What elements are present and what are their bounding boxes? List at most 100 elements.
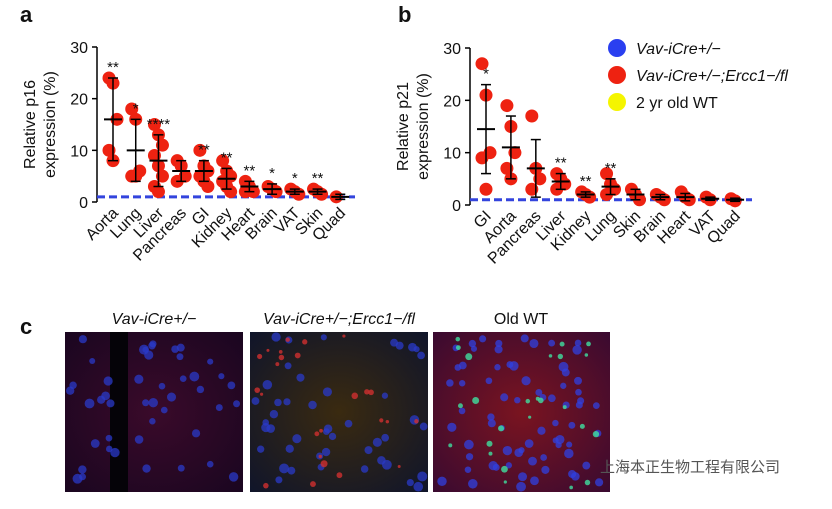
significance: ** bbox=[221, 149, 233, 166]
legend-label: 2 yr old WT bbox=[636, 95, 718, 112]
stain bbox=[455, 336, 461, 342]
nucleus bbox=[233, 400, 241, 408]
stain bbox=[368, 389, 374, 396]
data-point bbox=[201, 180, 215, 193]
stain bbox=[497, 425, 505, 432]
nucleus bbox=[372, 437, 382, 447]
data-point bbox=[125, 102, 139, 116]
stain bbox=[294, 352, 301, 359]
nucleus bbox=[381, 392, 389, 399]
stain bbox=[562, 405, 567, 410]
nucleus bbox=[78, 465, 87, 474]
nucleus bbox=[142, 464, 151, 473]
nucleus bbox=[101, 391, 110, 401]
stain bbox=[486, 440, 493, 447]
nucleus bbox=[191, 429, 201, 438]
nucleus bbox=[279, 463, 290, 474]
legend-label: Vav-iCre+/−;Ercc1−/fl bbox=[636, 68, 788, 85]
nucleus bbox=[458, 380, 466, 387]
nucleus bbox=[308, 400, 317, 410]
data-point bbox=[500, 161, 514, 175]
y-tick-label: 0 bbox=[452, 198, 461, 215]
nucleus bbox=[323, 428, 330, 435]
image-title: Vav-iCre+/− bbox=[112, 311, 197, 328]
nucleus bbox=[78, 335, 87, 344]
nucleus bbox=[464, 439, 474, 450]
nucleus bbox=[566, 441, 573, 448]
data-point bbox=[216, 154, 230, 168]
nucleus bbox=[84, 398, 95, 409]
nucleus bbox=[257, 445, 265, 453]
nucleus bbox=[506, 361, 514, 368]
stain bbox=[455, 345, 461, 351]
nucleus bbox=[552, 419, 559, 427]
stain bbox=[314, 431, 320, 437]
micrograph-gap bbox=[110, 332, 128, 492]
nucleus bbox=[468, 339, 477, 348]
nucleus bbox=[142, 399, 150, 407]
nucleus bbox=[574, 339, 582, 347]
stain bbox=[379, 418, 384, 423]
stain bbox=[569, 485, 573, 490]
nucleus bbox=[530, 476, 539, 486]
stain bbox=[557, 353, 564, 360]
stain bbox=[488, 451, 493, 456]
nucleus bbox=[269, 409, 279, 419]
nucleus bbox=[571, 472, 580, 481]
nucleus bbox=[595, 478, 604, 487]
nucleus bbox=[458, 407, 466, 415]
nucleus bbox=[419, 422, 428, 431]
significance: ** bbox=[580, 173, 592, 190]
nucleus bbox=[251, 397, 260, 405]
significance: ** bbox=[555, 155, 567, 172]
nucleus bbox=[518, 472, 528, 482]
nucleus bbox=[524, 439, 534, 448]
nucleus bbox=[320, 334, 327, 341]
stain bbox=[592, 430, 600, 438]
stain bbox=[336, 472, 343, 479]
image-title: Old WT bbox=[494, 311, 548, 328]
nucleus bbox=[582, 461, 591, 470]
nucleus bbox=[479, 335, 487, 343]
nucleus bbox=[262, 419, 270, 426]
nucleus bbox=[166, 392, 177, 402]
y-tick-label: 0 bbox=[79, 195, 88, 212]
stain bbox=[266, 348, 270, 352]
nucleus bbox=[344, 419, 353, 428]
nucleus bbox=[103, 376, 113, 386]
nucleus bbox=[215, 404, 223, 412]
nucleus bbox=[575, 388, 582, 396]
stain bbox=[458, 403, 463, 409]
stain bbox=[310, 481, 316, 487]
data-point bbox=[479, 182, 493, 196]
stain bbox=[584, 479, 591, 486]
stain bbox=[257, 353, 263, 360]
stain bbox=[501, 465, 508, 473]
stain bbox=[414, 419, 419, 424]
data-point bbox=[151, 185, 165, 199]
nucleus bbox=[574, 376, 582, 385]
nucleus bbox=[144, 350, 154, 360]
nucleus bbox=[218, 373, 225, 380]
nucleus bbox=[572, 345, 582, 355]
nucleus bbox=[560, 382, 567, 389]
nucleus bbox=[500, 393, 509, 402]
nucleus bbox=[158, 382, 166, 390]
stain bbox=[537, 397, 544, 404]
stain bbox=[385, 419, 390, 424]
nucleus bbox=[149, 418, 156, 425]
stain bbox=[278, 350, 283, 354]
stain bbox=[285, 337, 290, 342]
nucleus bbox=[322, 387, 332, 397]
nucleus bbox=[179, 375, 187, 383]
panel-label: b bbox=[398, 2, 411, 27]
data-point bbox=[500, 99, 514, 113]
nucleus bbox=[417, 351, 425, 360]
stain bbox=[351, 392, 359, 400]
stain bbox=[448, 443, 453, 448]
stain bbox=[548, 354, 553, 358]
legend-swatch bbox=[608, 66, 626, 84]
significance: * bbox=[269, 165, 275, 182]
data-point bbox=[147, 118, 161, 131]
significance: ** bbox=[605, 160, 617, 177]
